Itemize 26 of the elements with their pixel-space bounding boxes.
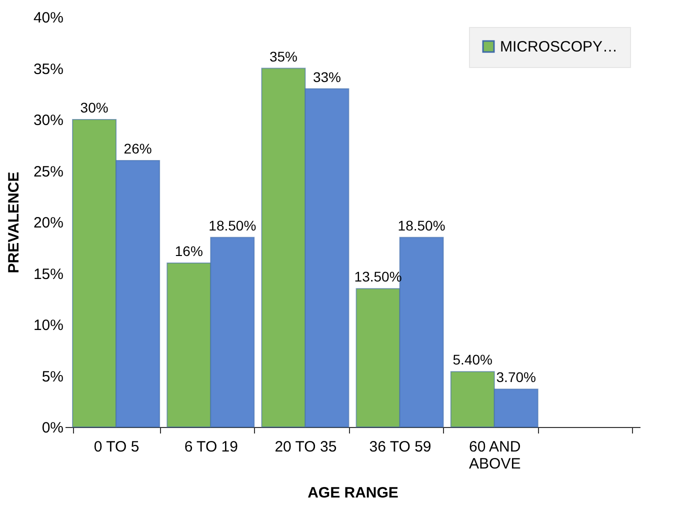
y-tick-label: 20% [33,214,64,232]
data-label: 16% [174,243,203,259]
x-tick-label: 6 TO 19 [184,438,238,456]
y-tick-label: 40% [33,10,64,26]
y-tick-label: 10% [33,317,64,334]
x-axis-title: AGE RANGE [308,484,398,502]
data-label: 18.50% [208,217,256,234]
x-tick-label: 0 TO 5 [94,438,140,456]
data-label: 5.40% [452,352,492,368]
y-tick-label: 35% [33,60,64,78]
data-label: 35% [269,48,298,64]
x-tick-label: 60 AND ABOVE [469,438,521,472]
y-tick-label: 0% [42,420,64,436]
data-label: 26% [124,140,152,156]
y-tick-label: 5% [42,368,64,386]
legend-label: MICROSCOPY… [500,38,618,56]
data-label: 30% [80,100,108,116]
x-tick-label: 20 TO 35 [274,438,337,456]
data-label: 33% [312,68,341,85]
y-tick-label: 25% [33,163,64,180]
y-tick-label: 30% [33,112,64,129]
y-tick-label: 15% [33,266,64,283]
x-tick-label: 36 TO 59 [369,438,432,456]
data-label: 18.50% [398,217,446,234]
data-label: 3.70% [496,369,536,386]
y-axis-title: PREVALENCE [5,172,22,274]
